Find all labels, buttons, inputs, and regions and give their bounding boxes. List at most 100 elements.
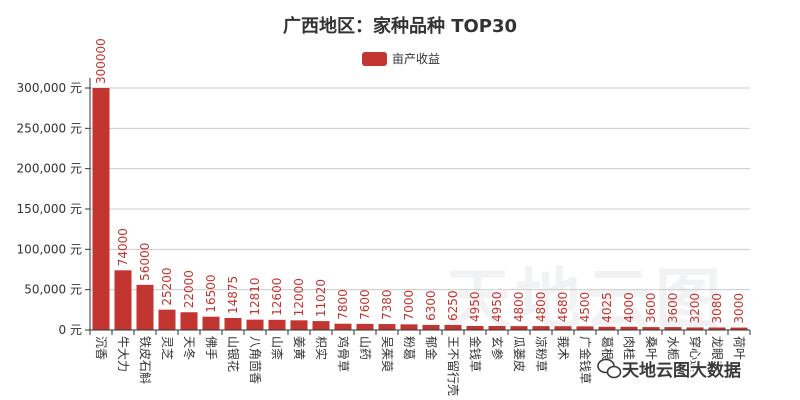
- y-tick-label: 300,000 元: [17, 81, 82, 95]
- y-tick-label: 250,000 元: [17, 121, 82, 135]
- data-label: 4025: [600, 292, 614, 323]
- watermark-account: 天地云图大数据: [597, 359, 743, 383]
- x-tick-label: 枳实: [314, 336, 329, 360]
- bar[interactable]: [92, 88, 110, 330]
- watermark-logo-text: 天地云图: [445, 261, 725, 338]
- bar[interactable]: [576, 326, 594, 330]
- x-tick-label: 瓜蒌皮: [512, 336, 526, 372]
- bar[interactable]: [686, 327, 704, 330]
- data-label: 14875: [226, 276, 240, 314]
- bar[interactable]: [444, 324, 462, 330]
- bar[interactable]: [334, 323, 352, 330]
- bar[interactable]: [422, 324, 440, 330]
- data-label: 7000: [402, 290, 416, 321]
- data-label: 3600: [666, 293, 680, 324]
- x-tick-label: 天冬: [182, 336, 197, 360]
- bar[interactable]: [598, 326, 616, 330]
- x-tick-label: 广金钱草: [578, 336, 593, 384]
- y-tick-label: 0 元: [59, 323, 82, 337]
- y-axis: 0 元 50,000 元 100,000 元 150,000 元 200,000 元 25…: [17, 78, 91, 337]
- x-tick-label: 金钱草: [468, 336, 483, 372]
- data-label: 4800: [534, 292, 548, 323]
- watermark-logo: 天地云图: [445, 261, 725, 338]
- watermark-account-text: 天地云图大数据: [622, 360, 741, 381]
- data-label: 6300: [424, 290, 438, 321]
- x-tick-label: 龙眼肉: [710, 336, 724, 372]
- bar[interactable]: [664, 327, 682, 330]
- legend-swatch[interactable]: [362, 52, 387, 66]
- data-label: 12000: [292, 278, 306, 316]
- x-tick-label: 水栀子: [666, 336, 680, 372]
- bar[interactable]: [246, 319, 264, 330]
- x-tick-label: 沉香: [94, 336, 108, 360]
- bar[interactable]: [158, 309, 176, 330]
- x-tick-label: 佛手: [204, 336, 218, 360]
- y-tick-label: 100,000 元: [17, 242, 82, 256]
- x-tick-label: 莪术: [556, 336, 570, 360]
- x-tick-label: 玄参: [490, 336, 505, 360]
- x-tick-label: 山柰: [270, 336, 284, 360]
- bar[interactable]: [708, 327, 726, 330]
- bar[interactable]: [202, 316, 220, 330]
- grid-lines: [90, 87, 750, 291]
- data-label: 4950: [490, 291, 504, 322]
- bar[interactable]: [466, 326, 484, 330]
- x-tick-label: 桑叶: [644, 336, 658, 360]
- data-label: 12810: [248, 277, 262, 315]
- bar[interactable]: [532, 326, 550, 330]
- x-axis: 沉香 牛大力 铁皮石斛 灵芝 天冬 佛手 山银花 八角茴香 山柰 姜黄 枳实 鸡骨草 山药 吴茱萸 粉葛 郁金…: [89, 329, 751, 396]
- bar[interactable]: [730, 327, 748, 330]
- bar[interactable]: [224, 318, 242, 330]
- data-labels: 300000 74000 56000 25200 22000 16500 14875 1281…: [94, 38, 746, 323]
- data-label: 4950: [468, 291, 482, 322]
- data-label: 25200: [160, 267, 174, 305]
- x-tick-label: 鸡骨草: [336, 336, 351, 372]
- x-tick-label: 山银花: [226, 336, 241, 372]
- x-tick-label: 铁皮石斛: [138, 336, 152, 384]
- bar[interactable]: [378, 324, 396, 330]
- data-label: 4800: [512, 292, 526, 323]
- bar[interactable]: [268, 319, 286, 330]
- data-label: 16500: [204, 275, 218, 313]
- data-label: 22000: [182, 270, 196, 308]
- bar[interactable]: [114, 270, 132, 330]
- bar[interactable]: [554, 326, 572, 330]
- bar[interactable]: [400, 324, 418, 330]
- data-label: 6250: [446, 290, 460, 321]
- data-label: 56000: [138, 243, 152, 281]
- y-tick-label: 150,000 元: [17, 202, 82, 216]
- data-label: 7380: [380, 289, 394, 320]
- bar[interactable]: [356, 323, 374, 330]
- x-tick-label: 肉桂: [622, 336, 637, 360]
- bar[interactable]: [488, 326, 506, 330]
- data-label: 74000: [116, 228, 130, 266]
- x-tick-label: 荷叶: [732, 336, 746, 360]
- data-label: 3600: [644, 293, 658, 324]
- data-label: 7800: [336, 289, 350, 320]
- bar[interactable]: [642, 327, 660, 330]
- data-label: 4000: [622, 292, 636, 323]
- x-tick-label: 郁金: [424, 336, 439, 360]
- x-tick-label: 八角茴香: [248, 336, 262, 384]
- bar[interactable]: [290, 320, 308, 330]
- data-label: 3000: [732, 293, 746, 324]
- data-label: 3200: [688, 293, 702, 324]
- x-tick-label: 灵芝: [160, 336, 175, 360]
- bar[interactable]: [136, 284, 154, 330]
- y-tick-label: 200,000 元: [17, 162, 82, 176]
- legend[interactable]: 亩产收益: [362, 51, 440, 66]
- chart-title: 广西地区：家种品种 TOP30: [283, 15, 517, 37]
- data-label: 4680: [556, 292, 570, 323]
- bar[interactable]: [312, 321, 330, 330]
- x-tick-label: 山药: [358, 336, 372, 360]
- bar-series: [92, 88, 748, 330]
- data-label: 11020: [314, 279, 328, 317]
- bar[interactable]: [510, 326, 528, 330]
- bar[interactable]: [180, 312, 198, 330]
- x-tick-label: 王不留行壳: [446, 336, 460, 396]
- x-tick-label: 牛大力: [116, 336, 131, 372]
- legend-label[interactable]: 亩产收益: [392, 51, 440, 66]
- bar[interactable]: [620, 326, 638, 330]
- data-label: 4500: [578, 292, 592, 323]
